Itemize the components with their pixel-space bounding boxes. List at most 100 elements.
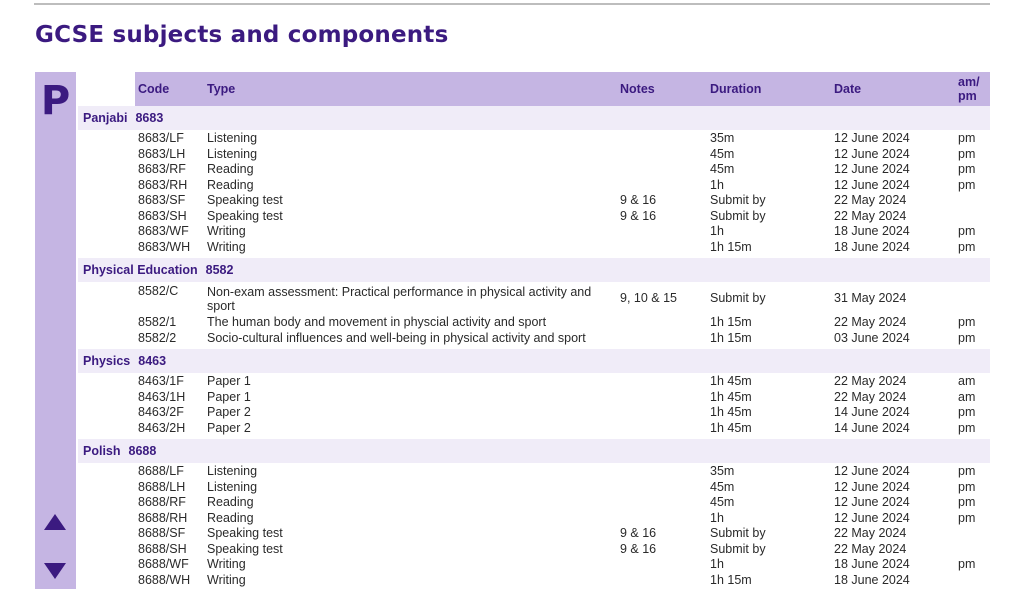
header-ampm: am/pm xyxy=(958,75,988,103)
subject-rows-physical-education: 8582/C Non-exam assessment: Practical per… xyxy=(78,282,990,349)
table-row: 8688/RH Reading 1h 12 June 2024 pm xyxy=(78,511,990,527)
subject-name: Physical Education xyxy=(83,263,198,277)
cell-duration: 1h 45m xyxy=(710,374,752,388)
cell-ampm: pm xyxy=(958,420,976,435)
cell-code: 8688/SF xyxy=(138,526,186,540)
table-row: 8688/WF Writing 1h 18 June 2024 pm xyxy=(78,557,990,573)
cell-date: 18 June 2024 xyxy=(834,572,910,587)
table-row: 8463/1F Paper 1 1h 45m 22 May 2024 am xyxy=(78,374,990,390)
cell-date: 22 May 2024 xyxy=(834,193,907,207)
table-row: 8683/RF Reading 45m 12 June 2024 pm xyxy=(78,162,990,178)
cell-code: 8582/1 xyxy=(138,315,177,329)
cell-duration: 1h 15m xyxy=(710,572,752,587)
header-ampm-line1: am/ xyxy=(958,75,980,89)
cell-duration: Submit by xyxy=(710,291,766,305)
cell-date: 31 May 2024 xyxy=(834,291,907,305)
cell-code: 8463/2F xyxy=(138,405,184,419)
cell-duration: 35m xyxy=(710,464,735,478)
cell-type: Speaking test xyxy=(207,526,283,540)
index-letter: P xyxy=(40,78,71,124)
cell-date: 22 May 2024 xyxy=(834,541,907,556)
cell-type: Writing xyxy=(207,572,246,587)
cell-date: 14 June 2024 xyxy=(834,405,910,419)
arrow-down-icon[interactable] xyxy=(44,563,66,579)
cell-notes: 9 & 16 xyxy=(620,541,657,556)
cell-code: 8688/WH xyxy=(138,572,191,587)
cell-ampm: pm xyxy=(958,510,976,525)
cell-date: 14 June 2024 xyxy=(834,420,910,435)
table-row: 8683/WH Writing 1h 15m 18 June 2024 pm xyxy=(78,240,990,256)
cell-duration: Submit by xyxy=(710,193,766,207)
subject-header-polish: Polish 8688 xyxy=(78,439,990,463)
cell-duration: 1h 45m xyxy=(710,389,752,404)
table-row: 8683/WF Writing 1h 18 June 2024 pm xyxy=(78,224,990,240)
cell-ampm: pm xyxy=(958,146,976,161)
table-row: 8683/LF Listening 35m 12 June 2024 pm xyxy=(78,131,990,147)
cell-duration: 1h xyxy=(710,510,724,525)
table-row: 8463/2F Paper 2 1h 45m 14 June 2024 pm xyxy=(78,405,990,421)
cell-duration: 1h 45m xyxy=(710,420,752,435)
subject-header-panjabi: Panjabi 8683 xyxy=(78,106,990,130)
cell-ampm: pm xyxy=(958,405,976,419)
subject-code: 8683 xyxy=(135,111,164,125)
cell-duration: 1h 45m xyxy=(710,405,752,419)
arrow-up-icon[interactable] xyxy=(44,514,66,530)
index-letter-bar: P xyxy=(35,72,76,589)
cell-date: 12 June 2024 xyxy=(834,162,910,176)
cell-ampm: pm xyxy=(958,464,976,478)
cell-type: Socio-cultural influences and well-being… xyxy=(207,330,586,345)
cell-code: 8683/SH xyxy=(138,208,187,223)
cell-duration: 1h xyxy=(710,224,724,238)
table-row: 8688/SH Speaking test 9 & 16 Submit by 22 Ma… xyxy=(78,542,990,558)
cell-duration: 1h 15m xyxy=(710,315,752,329)
cell-code: 8582/2 xyxy=(138,330,177,345)
cell-type: Writing xyxy=(207,557,246,571)
cell-ampm: pm xyxy=(958,177,976,192)
cell-type: Paper 1 xyxy=(207,389,251,404)
cell-date: 12 June 2024 xyxy=(834,177,910,192)
cell-date: 18 June 2024 xyxy=(834,557,910,571)
cell-date: 12 June 2024 xyxy=(834,510,910,525)
cell-code: 8683/LH xyxy=(138,146,186,161)
subject-rows-polish: 8688/LF Listening 35m 12 June 2024 pm 8688/LH… xyxy=(78,463,990,591)
cell-ampm: pm xyxy=(958,224,976,238)
table-row: 8688/LH Listening 45m 12 June 2024 pm xyxy=(78,480,990,496)
subject-rows-panjabi: 8683/LF Listening 35m 12 June 2024 pm 8683/LH… xyxy=(78,130,990,258)
cell-type: Paper 2 xyxy=(207,405,251,419)
subject-code: 8463 xyxy=(138,354,167,368)
cell-type: Listening xyxy=(207,146,258,161)
cell-code: 8683/SF xyxy=(138,193,186,207)
cell-duration: Submit by xyxy=(710,541,766,556)
subjects-body: Panjabi 8683 8683/LF Listening 35m 12 June 2… xyxy=(78,106,990,591)
cell-type: Reading xyxy=(207,162,254,176)
cell-type: Paper 1 xyxy=(207,374,251,388)
subject-header-physical-education: Physical Education 8582 xyxy=(78,258,990,282)
cell-ampm: pm xyxy=(958,495,976,509)
cell-date: 12 June 2024 xyxy=(834,495,910,509)
cell-ampm: pm xyxy=(958,330,976,345)
cell-duration: 1h xyxy=(710,177,724,192)
cell-ampm: pm xyxy=(958,315,976,329)
header-notes: Notes xyxy=(620,82,655,96)
cell-type: Speaking test xyxy=(207,208,283,223)
cell-date: 18 June 2024 xyxy=(834,239,910,254)
cell-type: Reading xyxy=(207,495,254,509)
cell-code: 8683/WF xyxy=(138,224,189,238)
cell-ampm: pm xyxy=(958,239,976,254)
subjects-table: Code Type Notes Duration Date am/pm Panj… xyxy=(78,72,990,591)
cell-duration: 1h 15m xyxy=(710,239,752,254)
subject-code: 8582 xyxy=(205,263,234,277)
cell-date: 22 May 2024 xyxy=(834,389,907,404)
cell-type: Writing xyxy=(207,239,246,254)
cell-duration: 45m xyxy=(710,162,735,176)
header-type: Type xyxy=(207,82,236,96)
cell-duration: 45m xyxy=(710,495,735,509)
cell-type: Reading xyxy=(207,177,254,192)
cell-date: 03 June 2024 xyxy=(834,330,910,345)
table-row: 8463/2H Paper 2 1h 45m 14 June 2024 pm xyxy=(78,421,990,437)
cell-duration: Submit by xyxy=(710,208,766,223)
cell-type: Non-exam assessment: Practical performan… xyxy=(207,285,592,313)
cell-code: 8683/RF xyxy=(138,162,186,176)
cell-type: Speaking test xyxy=(207,541,283,556)
table-row: 8683/LH Listening 45m 12 June 2024 pm xyxy=(78,147,990,163)
